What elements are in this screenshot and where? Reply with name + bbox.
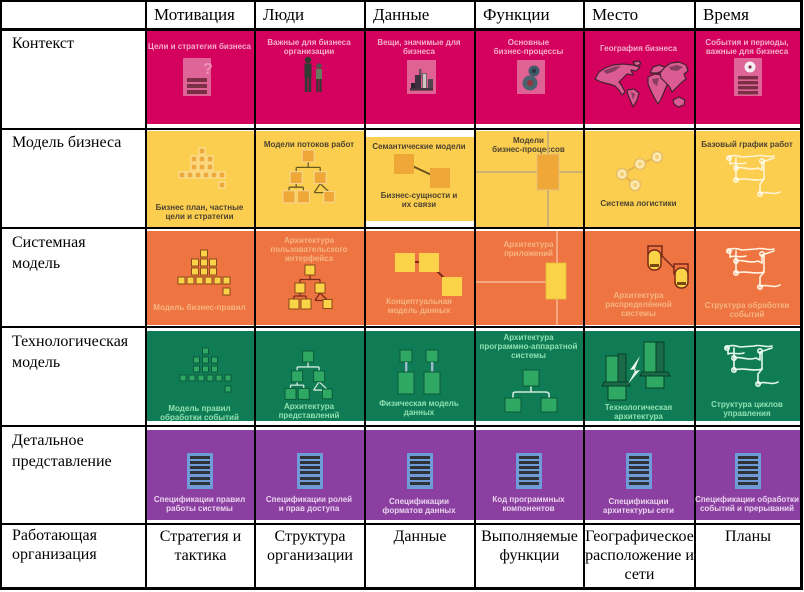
svg-text:?: ? (203, 61, 213, 78)
